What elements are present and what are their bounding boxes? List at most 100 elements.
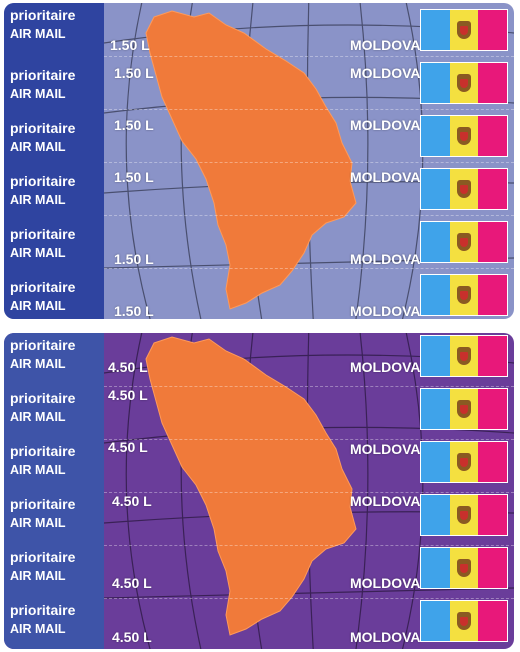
stamp-price: 4.50 L — [112, 575, 152, 591]
moldova-flag-icon — [420, 115, 508, 157]
label-air-mail: AIR MAIL — [10, 246, 66, 260]
moldova-map-icon — [145, 10, 357, 310]
coat-of-arms-icon — [457, 506, 471, 524]
label-prioritaire: prioritaire — [10, 337, 76, 353]
stamp-price: 4.50 L — [112, 493, 152, 509]
label-air-mail: AIR MAIL — [10, 516, 66, 530]
coat-of-arms-icon — [457, 21, 471, 39]
label-air-mail: AIR MAIL — [10, 569, 66, 583]
stamp-price: 1.50 L — [110, 37, 150, 53]
country-label: MOLDOVA — [350, 37, 421, 53]
label-prioritaire: prioritaire — [10, 279, 76, 295]
perforation — [104, 268, 514, 269]
label-prioritaire: prioritaire — [10, 7, 76, 23]
service-label: prioritaire AIR MAIL — [10, 549, 106, 584]
coat-of-arms-icon — [457, 74, 471, 92]
country-label: MOLDOVA — [350, 441, 421, 457]
stamp-price: 4.50 L — [112, 629, 152, 645]
label-air-mail: AIR MAIL — [10, 622, 66, 636]
perforation — [104, 439, 514, 440]
service-label: prioritaire AIR MAIL — [10, 602, 106, 637]
moldova-flag-icon — [420, 168, 508, 210]
service-label: prioritaire AIR MAIL — [10, 120, 106, 155]
moldova-flag-icon — [420, 388, 508, 430]
label-air-mail: AIR MAIL — [10, 463, 66, 477]
moldova-flag-icon — [420, 335, 508, 377]
country-label: MOLDOVA — [350, 303, 421, 319]
moldova-flag-icon — [420, 274, 508, 316]
moldova-flag-icon — [420, 494, 508, 536]
coat-of-arms-icon — [457, 453, 471, 471]
label-prioritaire: prioritaire — [10, 173, 76, 189]
moldova-flag-icon — [420, 9, 508, 51]
perforation — [104, 386, 514, 387]
label-prioritaire: prioritaire — [10, 496, 76, 512]
label-air-mail: AIR MAIL — [10, 193, 66, 207]
service-label: prioritaire AIR MAIL — [10, 173, 106, 208]
coat-of-arms-icon — [457, 400, 471, 418]
stamp-price: 4.50 L — [108, 439, 148, 455]
perforation — [104, 109, 514, 110]
service-label: prioritaire AIR MAIL — [10, 226, 106, 261]
coat-of-arms-icon — [457, 180, 471, 198]
stamp-price: 1.50 L — [114, 251, 154, 267]
country-label: MOLDOVA — [350, 493, 421, 509]
label-prioritaire: prioritaire — [10, 443, 76, 459]
country-label: MOLDOVA — [350, 359, 421, 375]
country-label: MOLDOVA — [350, 575, 421, 591]
coat-of-arms-icon — [457, 286, 471, 304]
country-label: MOLDOVA — [350, 251, 421, 267]
label-prioritaire: prioritaire — [10, 226, 76, 242]
perforation — [104, 215, 514, 216]
perforation — [104, 162, 514, 163]
stamp-price: 4.50 L — [108, 387, 148, 403]
country-label: MOLDOVA — [350, 169, 421, 185]
moldova-flag-icon — [420, 221, 508, 263]
coat-of-arms-icon — [457, 347, 471, 365]
label-air-mail: AIR MAIL — [10, 27, 66, 41]
globe-meridians-background — [103, 333, 514, 649]
label-air-mail: AIR MAIL — [10, 87, 66, 101]
service-label: prioritaire AIR MAIL — [10, 390, 106, 425]
perforation — [104, 598, 514, 599]
label-column — [4, 333, 104, 649]
country-label: MOLDOVA — [350, 117, 421, 133]
stamp-price: 4.50 L — [108, 359, 148, 375]
coat-of-arms-icon — [457, 559, 471, 577]
stamp-sheet-bottom: prioritaire AIR MAIL prioritaire AIR MAIL … — [4, 333, 514, 649]
label-prioritaire: prioritaire — [10, 390, 76, 406]
coat-of-arms-icon — [457, 612, 471, 630]
label-air-mail: AIR MAIL — [10, 357, 66, 371]
stamp-price: 1.50 L — [114, 117, 154, 133]
moldova-flag-icon — [420, 600, 508, 642]
moldova-map-icon — [145, 336, 357, 636]
service-label: prioritaire AIR MAIL — [10, 443, 106, 478]
country-label: MOLDOVA — [350, 629, 421, 645]
moldova-flag-icon — [420, 441, 508, 483]
perforation — [104, 56, 514, 57]
service-label: prioritaire AIR MAIL — [10, 7, 106, 42]
service-label: prioritaire AIR MAIL — [10, 67, 106, 102]
stamp-price: 1.50 L — [114, 303, 154, 319]
label-air-mail: AIR MAIL — [10, 410, 66, 424]
service-label: prioritaire AIR MAIL — [10, 279, 106, 314]
label-prioritaire: prioritaire — [10, 602, 76, 618]
label-prioritaire: prioritaire — [10, 549, 76, 565]
label-air-mail: AIR MAIL — [10, 299, 66, 313]
label-prioritaire: prioritaire — [10, 120, 76, 136]
label-prioritaire: prioritaire — [10, 67, 76, 83]
stamp-price: 1.50 L — [114, 169, 154, 185]
country-label: MOLDOVA — [350, 65, 421, 81]
perforation — [104, 545, 514, 546]
stamp-price: 1.50 L — [114, 65, 154, 81]
stamp-sheet-top: prioritaire AIR MAIL prioritaire AIR MAIL … — [4, 3, 514, 319]
service-label: prioritaire AIR MAIL — [10, 496, 106, 531]
moldova-flag-icon — [420, 547, 508, 589]
perforation — [104, 492, 514, 493]
label-column — [4, 3, 104, 319]
coat-of-arms-icon — [457, 127, 471, 145]
moldova-flag-icon — [420, 62, 508, 104]
service-label: prioritaire AIR MAIL — [10, 337, 106, 372]
coat-of-arms-icon — [457, 233, 471, 251]
label-air-mail: AIR MAIL — [10, 140, 66, 154]
